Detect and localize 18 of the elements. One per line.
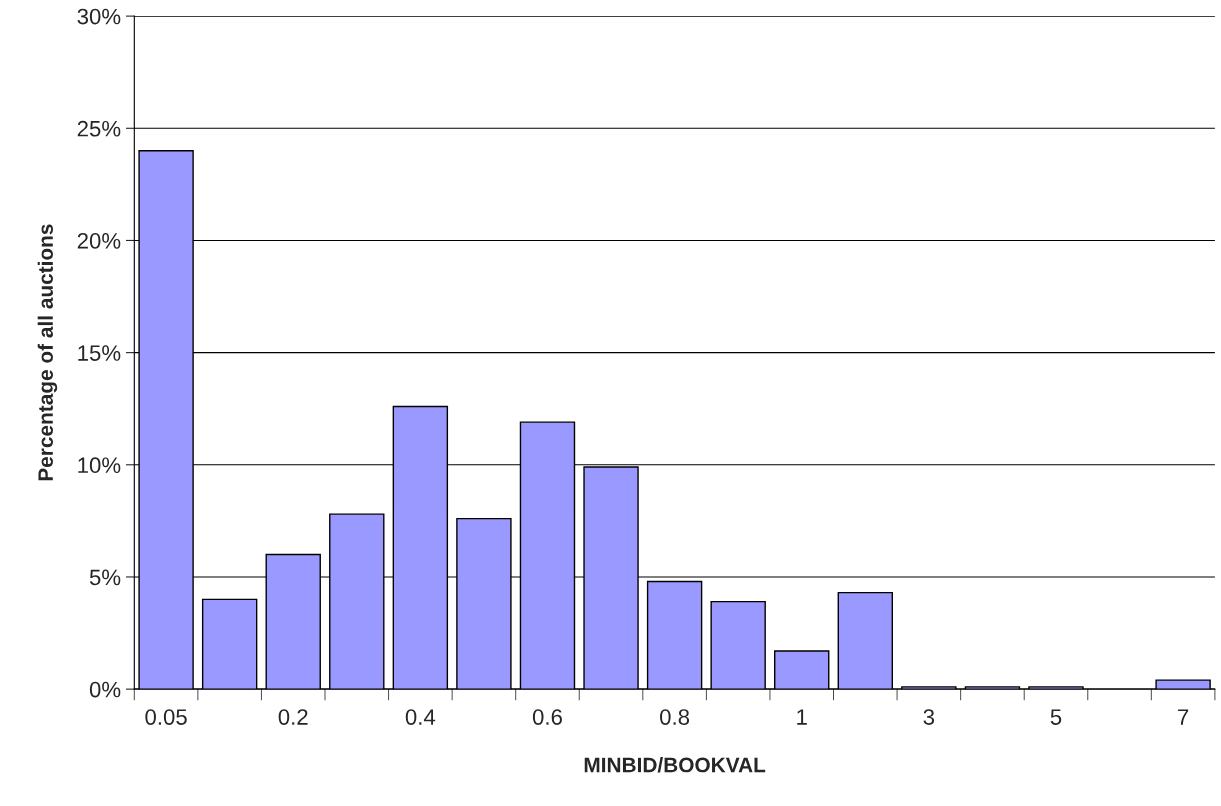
- y-tick-label: 10%: [78, 457, 121, 474]
- y-tick-label: 15%: [78, 345, 121, 361]
- y-tick-label: 25%: [77, 120, 121, 137]
- x-tick-label: 3: [923, 709, 935, 725]
- y-tick-label: 0%: [89, 681, 121, 698]
- x-tick-label: 7: [1178, 709, 1189, 725]
- x-tick-label: 0.4: [405, 709, 436, 725]
- x-tick-label: 0.2: [278, 709, 308, 725]
- x-tick-label: 5: [1050, 709, 1062, 725]
- x-tick-label: 0.6: [532, 709, 562, 725]
- y-tick-label: 5%: [89, 569, 121, 586]
- y-axis-title: Percentage of all auctions: [37, 224, 58, 481]
- x-axis-title: MINBID/BOOKVAL: [584, 757, 766, 773]
- x-tick-label: 0.05: [145, 709, 187, 725]
- x-tick-label: 1: [797, 709, 807, 725]
- x-tick-label: 0.8: [660, 709, 690, 725]
- y-tick-label: 30%: [77, 8, 121, 25]
- y-tick-label: 20%: [77, 232, 121, 249]
